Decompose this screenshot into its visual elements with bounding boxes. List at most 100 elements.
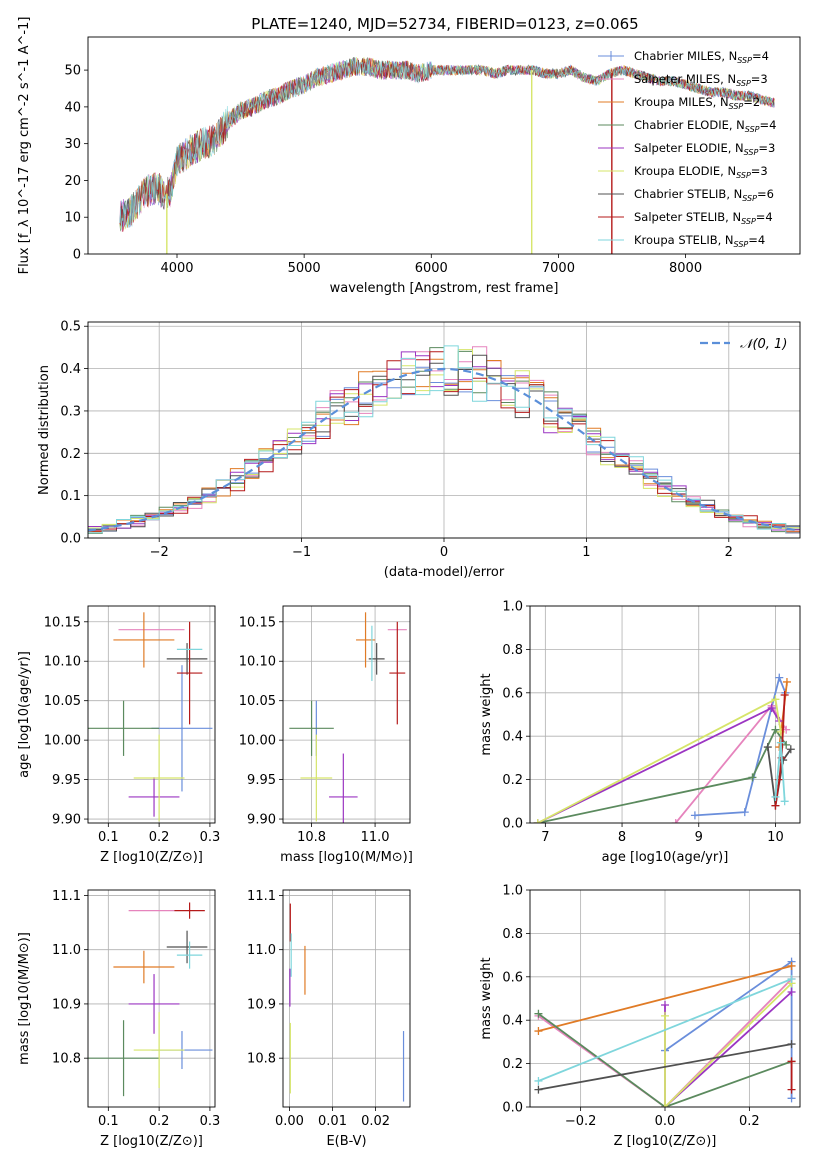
y-tick-label: 11.0 bbox=[52, 943, 81, 958]
mass-weight-marker bbox=[775, 673, 784, 682]
y-tick-label: 11.0 bbox=[247, 943, 276, 958]
y-tick-label: 40 bbox=[64, 100, 81, 115]
plot-mass-vs-Z: 0.1 0.2 0.3 10.8 10.9 11.0 11.1Z [log10(Z/Z⊙)]… bbox=[17, 889, 220, 1149]
y-tick-label: 1.0 bbox=[502, 600, 523, 615]
y-tick-label: 10.00 bbox=[239, 734, 276, 749]
legend-label-tail: =4 bbox=[756, 210, 773, 224]
y-tick-label: 10.9 bbox=[52, 997, 81, 1012]
y-tick-label: 0.0 bbox=[502, 817, 523, 832]
mass-weight-marker bbox=[661, 1011, 669, 1020]
axes-overlay: Z [log10(Z/Z⊙)] age [log10(age/yr)] bbox=[17, 605, 216, 865]
y-tick-label: 10.8 bbox=[247, 1052, 276, 1067]
mass-weight-marker bbox=[533, 819, 542, 823]
normal-reference-curve bbox=[88, 367, 800, 532]
y-tick-label: 0.2 bbox=[502, 1057, 523, 1072]
legend-label: Chabrier STELIB, NSSP=6 bbox=[634, 187, 774, 203]
x-tick-label: 0.2 bbox=[149, 830, 170, 845]
mass-weight-marker bbox=[671, 819, 680, 823]
y-tick-label: 0.0 bbox=[60, 532, 81, 547]
legend-label-main: Chabrier MILES, N bbox=[634, 49, 737, 63]
legend-label-sub: SSP bbox=[734, 240, 749, 249]
x-axis-label: wavelength [Angstrom, rest frame] bbox=[330, 281, 559, 296]
mass-weight-marker bbox=[534, 1027, 543, 1036]
legend-label-tail: =3 bbox=[751, 72, 768, 86]
legend-label: Kroupa MILES, NSSP=2 bbox=[634, 95, 760, 111]
x-tick-label: 10.8 bbox=[297, 830, 326, 845]
figure-title: PLATE=1240, MJD=52734, FIBERID=0123, z=0… bbox=[251, 15, 638, 33]
mass-weight-marker bbox=[740, 808, 749, 817]
mass-weight-marker bbox=[534, 1085, 543, 1094]
y-tick-label: 0.6 bbox=[502, 686, 523, 701]
legend-label-main: Salpeter ELODIE, N bbox=[634, 141, 744, 155]
plot-age-vs-mass: 10.8 11.0 9.90 9.95 10.00 10.05 10.10 10.15 mass… bbox=[239, 605, 413, 865]
mass-weight-marker bbox=[782, 677, 791, 686]
mass-weight-marker bbox=[661, 1001, 669, 1010]
y-tick-label: 10.10 bbox=[44, 655, 81, 670]
y-tick-label: 10.05 bbox=[44, 694, 81, 709]
legend-label: Salpeter ELODIE, NSSP=3 bbox=[634, 141, 775, 157]
legend-label-tail: =3 bbox=[751, 164, 768, 178]
y-tick-label: 10.8 bbox=[52, 1052, 81, 1067]
y-tick-label: 9.90 bbox=[247, 813, 276, 828]
legend-label-tail: =3 bbox=[758, 141, 775, 155]
plot-area bbox=[88, 345, 800, 534]
mass-weight-line bbox=[538, 1043, 792, 1091]
x-tick-label: 5000 bbox=[288, 261, 321, 276]
mass-weight-marker bbox=[534, 1076, 543, 1085]
y-tick-label: 0.2 bbox=[60, 447, 81, 462]
y-tick-label: 0 bbox=[73, 248, 81, 263]
legend-label: Salpeter MILES, NSSP=3 bbox=[634, 72, 768, 88]
mass-weight-marker bbox=[782, 740, 791, 749]
plot-area bbox=[289, 903, 405, 1102]
x-tick-label: 0.2 bbox=[149, 1114, 170, 1129]
axes-overlay: (data-model)/error Normed distribution 𝒩(0… bbox=[37, 321, 801, 580]
legend-label: Salpeter STELIB, NSSP=4 bbox=[634, 210, 773, 226]
x-tick-label: 0.1 bbox=[98, 1114, 119, 1129]
mass-weight-marker bbox=[787, 1040, 796, 1049]
y-tick-label: 11.1 bbox=[52, 889, 81, 904]
mass-weight-marker bbox=[534, 1009, 543, 1018]
legend-label: Kroupa ELODIE, NSSP=3 bbox=[634, 164, 768, 180]
y-tick-label: 10.10 bbox=[239, 655, 276, 670]
mass-weight-line bbox=[538, 965, 792, 1032]
spectrum-line bbox=[119, 57, 775, 230]
y-tick-label: 0.8 bbox=[502, 927, 523, 942]
axes-overlay: Z [log10(Z/Z⊙)] mass [log10(M/M⊙)] bbox=[17, 889, 216, 1149]
legend-label-main: Kroupa ELODIE, N bbox=[634, 164, 736, 178]
axes-overlay: E(B-V) bbox=[282, 889, 411, 1149]
y-tick-label: 0.0 bbox=[502, 1101, 523, 1116]
legend-label-sub: SSP bbox=[741, 217, 756, 226]
mass-weight-line bbox=[537, 978, 793, 1107]
legend-label: Kroupa STELIB, NSSP=4 bbox=[634, 233, 765, 249]
mass-weight-line bbox=[664, 982, 793, 1107]
mass-weight-line bbox=[537, 706, 781, 823]
x-tick-label: 6000 bbox=[415, 261, 448, 276]
mass-weight-marker bbox=[787, 974, 796, 983]
legend-label-main: Kroupa STELIB, N bbox=[634, 233, 734, 247]
x-axis-label: age [log10(age/yr)] bbox=[602, 850, 729, 865]
mass-weight-line bbox=[537, 727, 787, 823]
x-tick-label: 7000 bbox=[542, 261, 575, 276]
y-tick-label: 20 bbox=[64, 174, 81, 189]
legend-label: 𝒩(0, 1) bbox=[740, 337, 787, 352]
x-tick-label: −0.2 bbox=[565, 1114, 597, 1129]
y-axis-label: mass weight bbox=[479, 957, 494, 1039]
legend-label-tail: =6 bbox=[757, 187, 774, 201]
mass-weight-marker bbox=[771, 801, 780, 810]
x-tick-label: 7 bbox=[541, 830, 549, 845]
x-tick-label: 0.1 bbox=[98, 830, 119, 845]
y-tick-label: 9.95 bbox=[247, 773, 276, 788]
legend-label-sub: SSP bbox=[744, 148, 759, 157]
y-tick-label: 1.0 bbox=[502, 884, 523, 899]
mass-weight-line bbox=[537, 697, 782, 823]
y-tick-label: 9.95 bbox=[52, 773, 81, 788]
y-axis-label: Flux [f_λ 10^-17 erg cm^-2 s^-1 A^-1] bbox=[17, 17, 32, 275]
y-tick-label: 0.8 bbox=[502, 643, 523, 658]
mass-weight-marker bbox=[767, 703, 776, 712]
axes-overlay: mass [log10(M/M⊙)] bbox=[280, 605, 413, 865]
legend-label-sub: SSP bbox=[745, 125, 760, 134]
x-tick-label: 0.3 bbox=[200, 1114, 221, 1129]
